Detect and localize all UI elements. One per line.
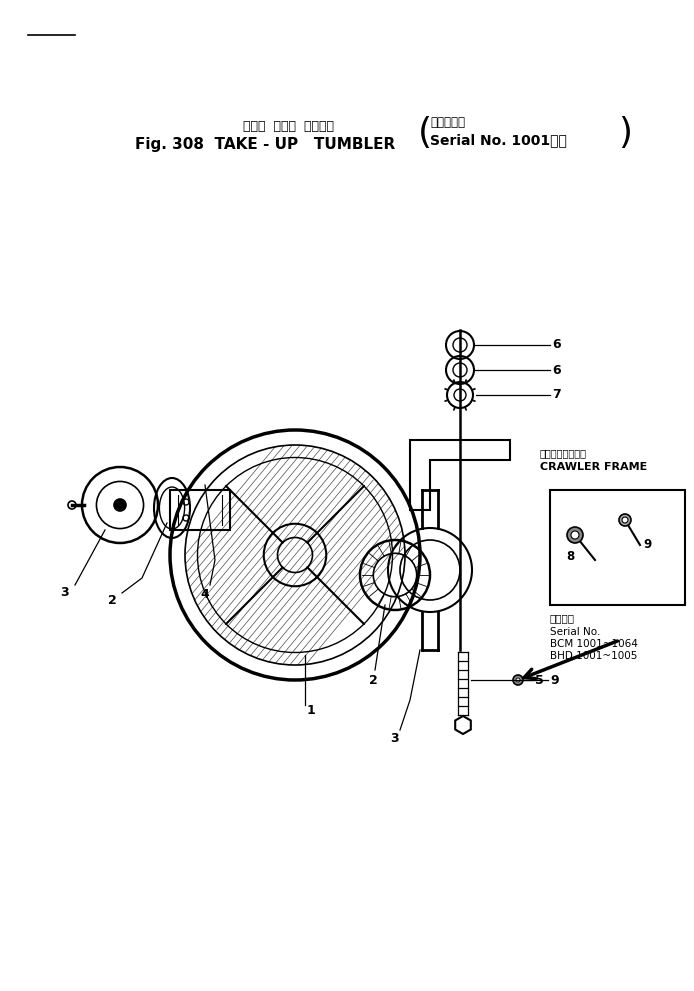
Circle shape xyxy=(619,514,631,526)
Bar xyxy=(550,490,685,605)
Text: 8: 8 xyxy=(566,550,574,564)
Circle shape xyxy=(622,517,628,523)
Text: 7: 7 xyxy=(552,388,561,401)
Text: テーク  アップ  タンブラ: テーク アップ タンブラ xyxy=(243,121,334,134)
Circle shape xyxy=(567,527,583,543)
Text: 9: 9 xyxy=(643,538,651,552)
Text: Serial No. 1001～）: Serial No. 1001～） xyxy=(430,133,567,147)
Text: 3: 3 xyxy=(60,587,69,600)
Text: BHD 1001~1005: BHD 1001~1005 xyxy=(550,651,637,661)
Text: 2: 2 xyxy=(108,594,117,606)
Circle shape xyxy=(516,678,520,682)
Text: ): ) xyxy=(618,116,632,150)
Text: クローラフレーム: クローラフレーム xyxy=(540,448,587,458)
Text: 2: 2 xyxy=(369,674,378,687)
Text: Serial No.: Serial No. xyxy=(550,627,600,637)
Text: 適用号機: 適用号機 xyxy=(550,613,575,623)
Text: 1: 1 xyxy=(307,704,316,716)
Circle shape xyxy=(571,531,579,539)
Text: 3: 3 xyxy=(391,731,399,744)
Text: Fig. 308  TAKE - UP   TUMBLER: Fig. 308 TAKE - UP TUMBLER xyxy=(135,138,396,153)
Circle shape xyxy=(513,675,523,685)
Text: BCM 1001~1064: BCM 1001~1064 xyxy=(550,639,638,649)
Text: CRAWLER FRAME: CRAWLER FRAME xyxy=(540,462,648,472)
Bar xyxy=(170,490,230,530)
Text: 5: 5 xyxy=(535,674,544,687)
Text: 6: 6 xyxy=(552,339,561,352)
Text: 4: 4 xyxy=(201,589,210,602)
Text: 6: 6 xyxy=(552,364,561,377)
Text: (: ( xyxy=(418,116,432,150)
Text: （適用号機: （適用号機 xyxy=(430,116,465,129)
Circle shape xyxy=(113,498,127,511)
Text: 9: 9 xyxy=(550,674,559,687)
